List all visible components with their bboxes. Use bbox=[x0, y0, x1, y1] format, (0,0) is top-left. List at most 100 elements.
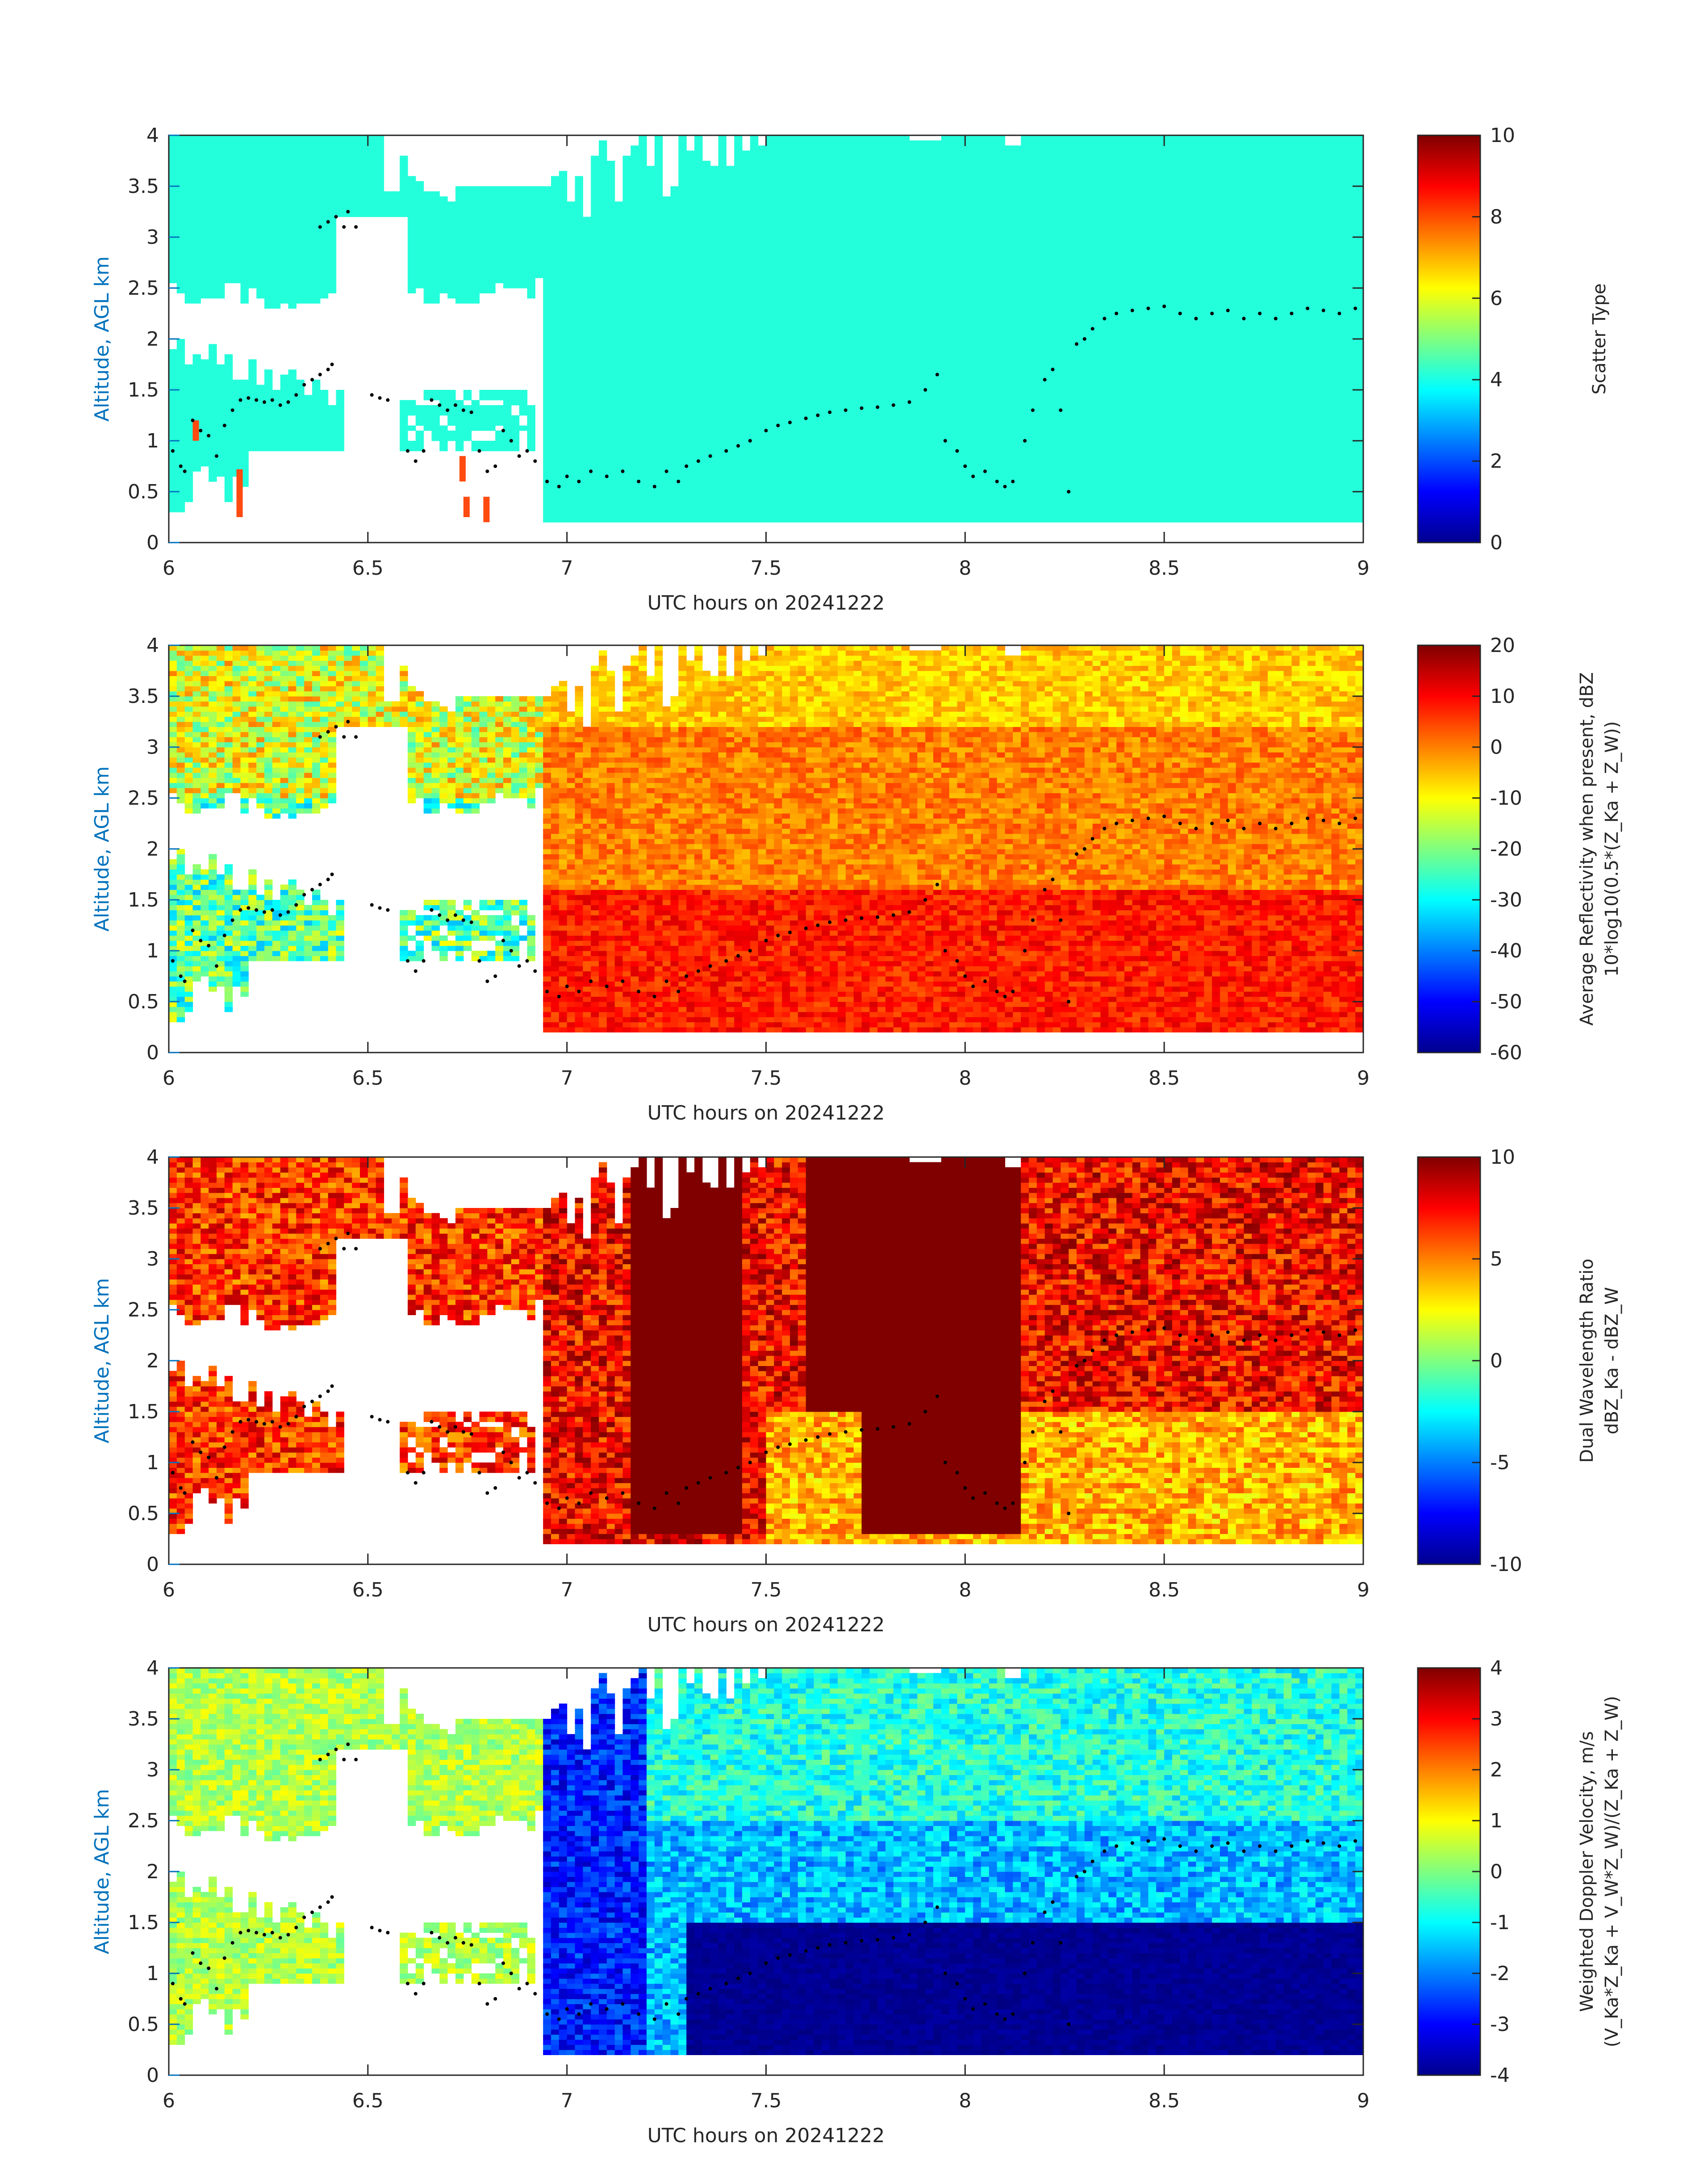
heatmap-cell bbox=[854, 1017, 862, 1022]
heatmap-cell bbox=[280, 900, 288, 905]
heatmap-cell bbox=[854, 732, 862, 737]
heatmap-cell bbox=[264, 915, 272, 920]
heatmap-cell bbox=[607, 849, 615, 854]
heatmap-cell bbox=[575, 971, 583, 977]
heatmap-cell bbox=[774, 727, 782, 732]
heatmap-cell bbox=[177, 783, 185, 788]
heatmap-cell bbox=[416, 722, 424, 727]
heatmap-cell bbox=[304, 808, 312, 814]
heatmap-cell bbox=[718, 925, 727, 931]
heatmap-cell bbox=[798, 645, 806, 651]
heatmap-cell bbox=[567, 777, 575, 783]
heatmap-cell bbox=[623, 701, 631, 706]
heatmap-cell bbox=[256, 773, 264, 778]
heatmap-cell bbox=[639, 711, 647, 717]
heatmap-cell bbox=[710, 879, 718, 885]
heatmap-cell bbox=[217, 691, 225, 697]
heatmap-cell bbox=[583, 1022, 591, 1028]
heatmap-cell bbox=[607, 737, 615, 742]
heatmap-cell bbox=[439, 940, 447, 946]
heatmap-cell bbox=[854, 803, 862, 808]
heatmap-cell bbox=[551, 732, 559, 737]
cloud-top-dot bbox=[1131, 309, 1134, 312]
heatmap-cell bbox=[846, 711, 854, 717]
heatmap-cell bbox=[655, 874, 663, 880]
heatmap-cell bbox=[288, 691, 296, 697]
heatmap-cell bbox=[233, 742, 241, 748]
heatmap-cell bbox=[248, 711, 256, 717]
heatmap-cell bbox=[702, 859, 710, 865]
heatmap-cell bbox=[599, 686, 607, 691]
heatmap-cell bbox=[774, 686, 782, 691]
heatmap-cell bbox=[790, 676, 798, 686]
heatmap-cell bbox=[559, 691, 567, 697]
heatmap-cell bbox=[472, 951, 480, 956]
heatmap-cell bbox=[535, 732, 543, 737]
heatmap-cell bbox=[631, 1022, 639, 1028]
heatmap-cell bbox=[575, 1007, 583, 1012]
heatmap-cell bbox=[750, 1017, 758, 1022]
heatmap-cell bbox=[559, 1022, 567, 1028]
heatmap-cell bbox=[185, 686, 193, 691]
heatmap-cell bbox=[655, 839, 663, 844]
heatmap-cell bbox=[185, 364, 193, 502]
heatmap-cell bbox=[694, 905, 702, 910]
heatmap-cell bbox=[790, 666, 798, 671]
heatmap-cell bbox=[217, 737, 225, 742]
heatmap-cell bbox=[615, 752, 623, 757]
heatmap-cell bbox=[734, 834, 742, 839]
heatmap-cell bbox=[312, 676, 320, 681]
heatmap-cell bbox=[559, 905, 567, 910]
heatmap-cell bbox=[439, 196, 447, 293]
heatmap-cell bbox=[296, 768, 304, 773]
heatmap-cell bbox=[209, 660, 217, 666]
heatmap-cell bbox=[822, 956, 830, 961]
heatmap-cell bbox=[854, 777, 862, 783]
heatmap-cell bbox=[623, 156, 631, 522]
heatmap-cell bbox=[734, 936, 742, 941]
heatmap-cell bbox=[647, 727, 655, 732]
heatmap-cell bbox=[814, 946, 822, 951]
heatmap-cell bbox=[758, 869, 766, 875]
heatmap-cell bbox=[806, 864, 814, 869]
heatmap-cell bbox=[455, 706, 464, 712]
heatmap-cell bbox=[209, 971, 217, 977]
heatmap-cell bbox=[1324, 135, 1332, 522]
heatmap-cell bbox=[185, 757, 193, 763]
heatmap-cell bbox=[758, 808, 766, 814]
heatmap-cell bbox=[519, 915, 527, 920]
heatmap-cell bbox=[631, 981, 639, 986]
heatmap-cell bbox=[241, 793, 249, 798]
heatmap-cell bbox=[830, 686, 838, 691]
heatmap-cell bbox=[639, 768, 647, 773]
heatmap-cell bbox=[623, 910, 631, 915]
heatmap-cell bbox=[925, 140, 933, 522]
heatmap-cell bbox=[368, 711, 376, 717]
heatmap-cell bbox=[726, 803, 734, 808]
heatmap-cell bbox=[416, 430, 424, 451]
heatmap-cell bbox=[766, 900, 774, 905]
heatmap-cell bbox=[846, 854, 854, 859]
heatmap-cell bbox=[686, 757, 694, 763]
heatmap-cell bbox=[480, 752, 488, 757]
heatmap-cell bbox=[439, 757, 447, 763]
heatmap-cell bbox=[838, 747, 846, 752]
heatmap-cell bbox=[790, 135, 798, 522]
heatmap-cell bbox=[185, 915, 193, 920]
heatmap-cell bbox=[607, 946, 615, 951]
heatmap-cell bbox=[806, 783, 814, 788]
heatmap-cell bbox=[248, 783, 256, 788]
heatmap-cell bbox=[464, 727, 472, 732]
heatmap-cell bbox=[177, 961, 185, 966]
heatmap-cell bbox=[798, 135, 806, 522]
heatmap-cell bbox=[185, 768, 193, 773]
heatmap-cell bbox=[248, 895, 256, 900]
heatmap-cell bbox=[447, 390, 455, 426]
heatmap-cell bbox=[734, 762, 742, 768]
heatmap-cell bbox=[241, 762, 249, 768]
heatmap-cell bbox=[758, 895, 766, 900]
heatmap-cell bbox=[734, 808, 742, 814]
heatmap-cell bbox=[655, 788, 663, 793]
heatmap-cell bbox=[671, 905, 679, 910]
heatmap-cell bbox=[718, 757, 727, 763]
